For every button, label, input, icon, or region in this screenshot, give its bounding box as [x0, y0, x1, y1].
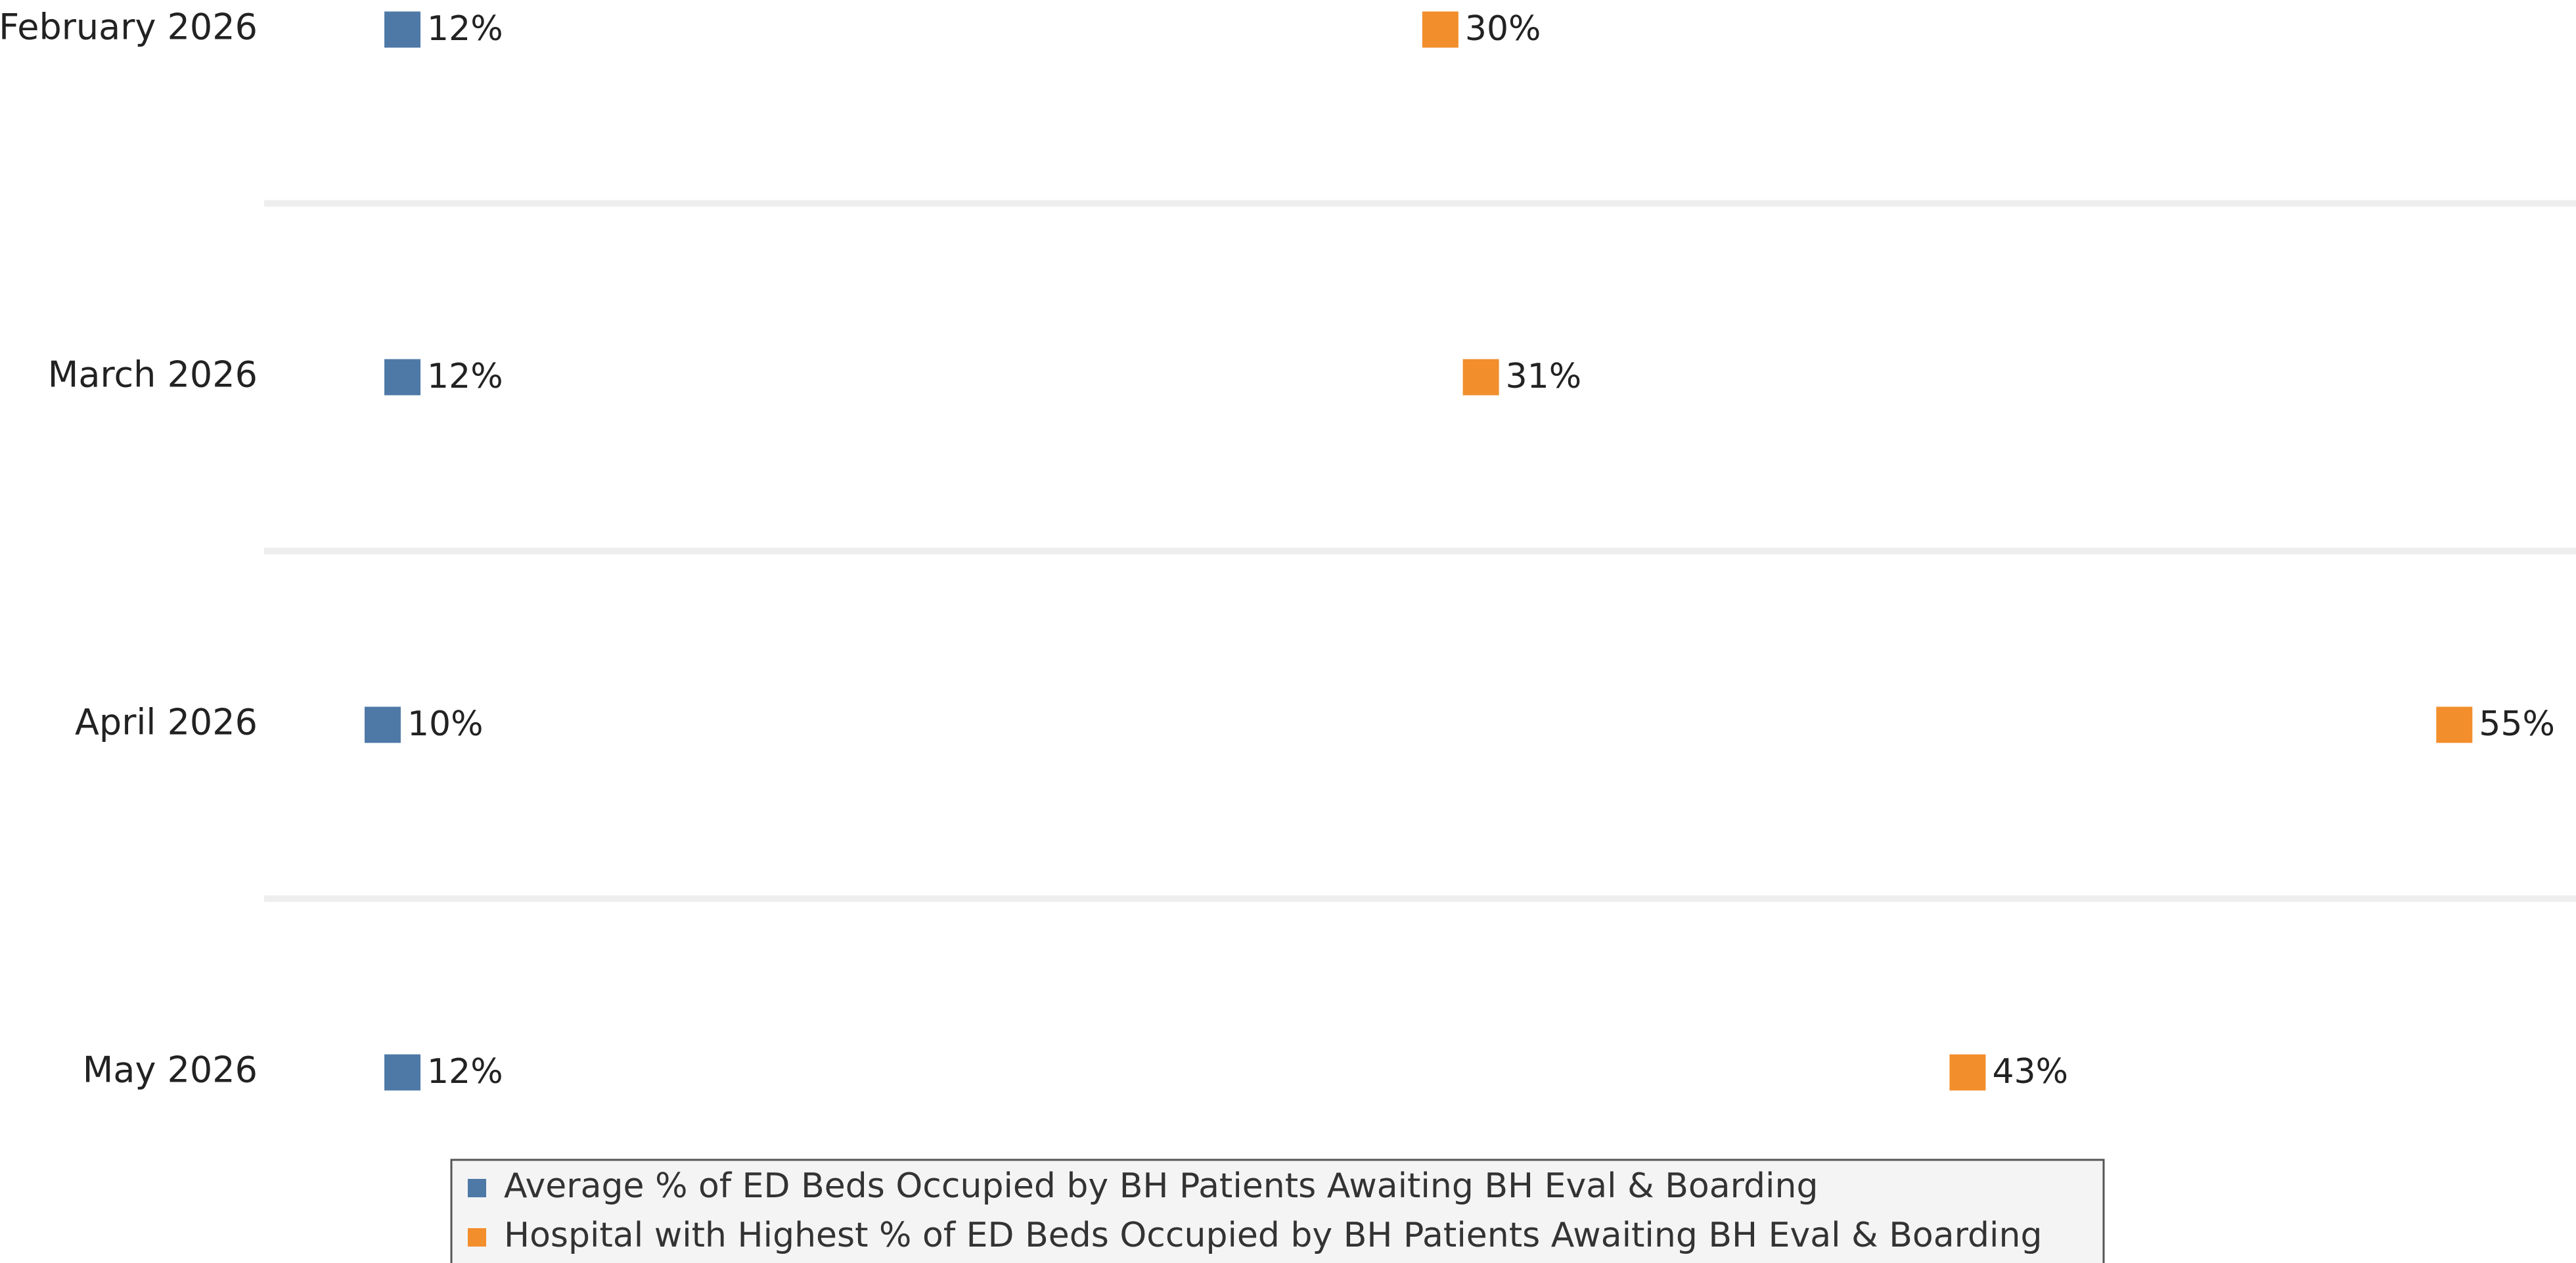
marker	[1422, 11, 1458, 48]
marker	[2436, 706, 2473, 743]
value-label: 10%	[407, 704, 484, 744]
legend-label: Average % of ED Beds Occupied by BH Pati…	[504, 1166, 1818, 1206]
value-label: 31%	[1506, 357, 1582, 396]
value-label: 12%	[427, 9, 503, 49]
marker	[384, 1054, 421, 1091]
value-label: 12%	[427, 357, 503, 396]
legend-swatch	[468, 1228, 486, 1247]
category-label: April 2026	[75, 702, 258, 743]
marker	[384, 11, 421, 48]
value-label: 55%	[2479, 704, 2555, 744]
category-label: May 2026	[83, 1049, 258, 1091]
legend-box	[450, 1159, 2105, 1263]
value-label: 30%	[1465, 9, 1541, 49]
category-label: March 2026	[48, 354, 258, 396]
category-label: February 2026	[0, 7, 258, 48]
marker	[1949, 1054, 1986, 1091]
value-label: 43%	[1992, 1052, 2068, 1091]
row-separator	[264, 895, 2576, 902]
marker	[1462, 359, 1499, 396]
row-separator	[264, 200, 2576, 207]
value-label: 12%	[427, 1052, 503, 1091]
row-separator	[264, 547, 2576, 555]
marker	[384, 359, 421, 396]
legend-label: Hospital with Highest % of ED Beds Occup…	[504, 1216, 2042, 1255]
marker	[364, 706, 401, 743]
legend-swatch	[468, 1179, 486, 1197]
